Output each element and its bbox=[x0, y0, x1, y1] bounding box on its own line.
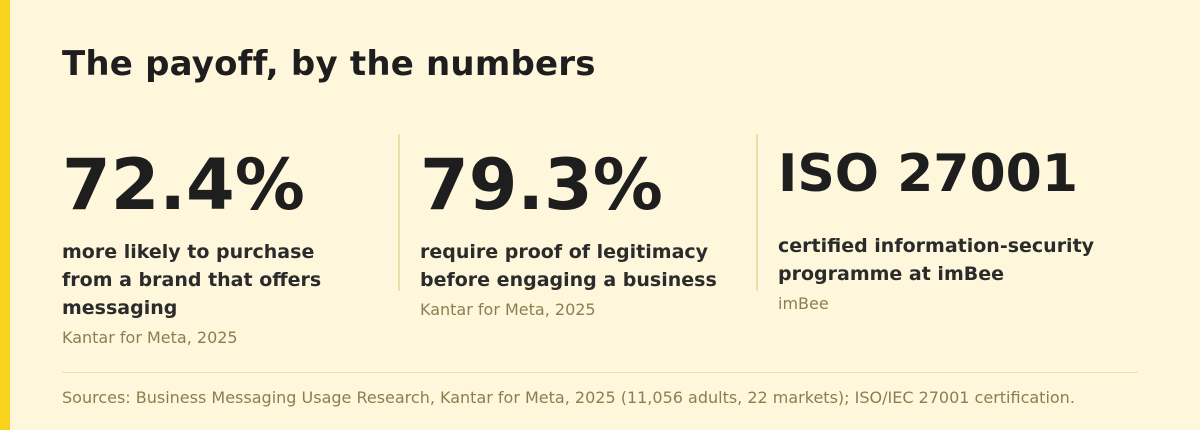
accent-bar bbox=[0, 0, 10, 430]
stat-description: certified information-security programme… bbox=[778, 235, 1095, 285]
stat-source: Kantar for Meta, 2025 bbox=[420, 300, 596, 319]
stat-value: 72.4% bbox=[62, 144, 305, 226]
stat-source: imBee bbox=[778, 294, 829, 313]
column-divider bbox=[398, 134, 400, 291]
sources-footnote: Sources: Business Messaging Usage Resear… bbox=[62, 388, 1075, 407]
stat-value: 79.3% bbox=[420, 144, 663, 226]
stat-description: require proof of legitimacy before engag… bbox=[420, 241, 717, 291]
footer-divider bbox=[62, 372, 1138, 373]
stat-description: more likely to purchase from a brand tha… bbox=[62, 241, 322, 319]
stat-source: Kantar for Meta, 2025 bbox=[62, 328, 238, 347]
stat-card-purchase: 72.4% more likely to purchase from a bra… bbox=[62, 134, 362, 347]
stat-card-iso: ISO 27001 certified information-security… bbox=[778, 134, 1158, 313]
stat-card-legitimacy: 79.3% require proof of legitimacy before… bbox=[420, 134, 750, 319]
page-title: The payoff, by the numbers bbox=[62, 44, 596, 84]
column-divider bbox=[756, 134, 758, 291]
stat-value: ISO 27001 bbox=[778, 144, 1079, 204]
